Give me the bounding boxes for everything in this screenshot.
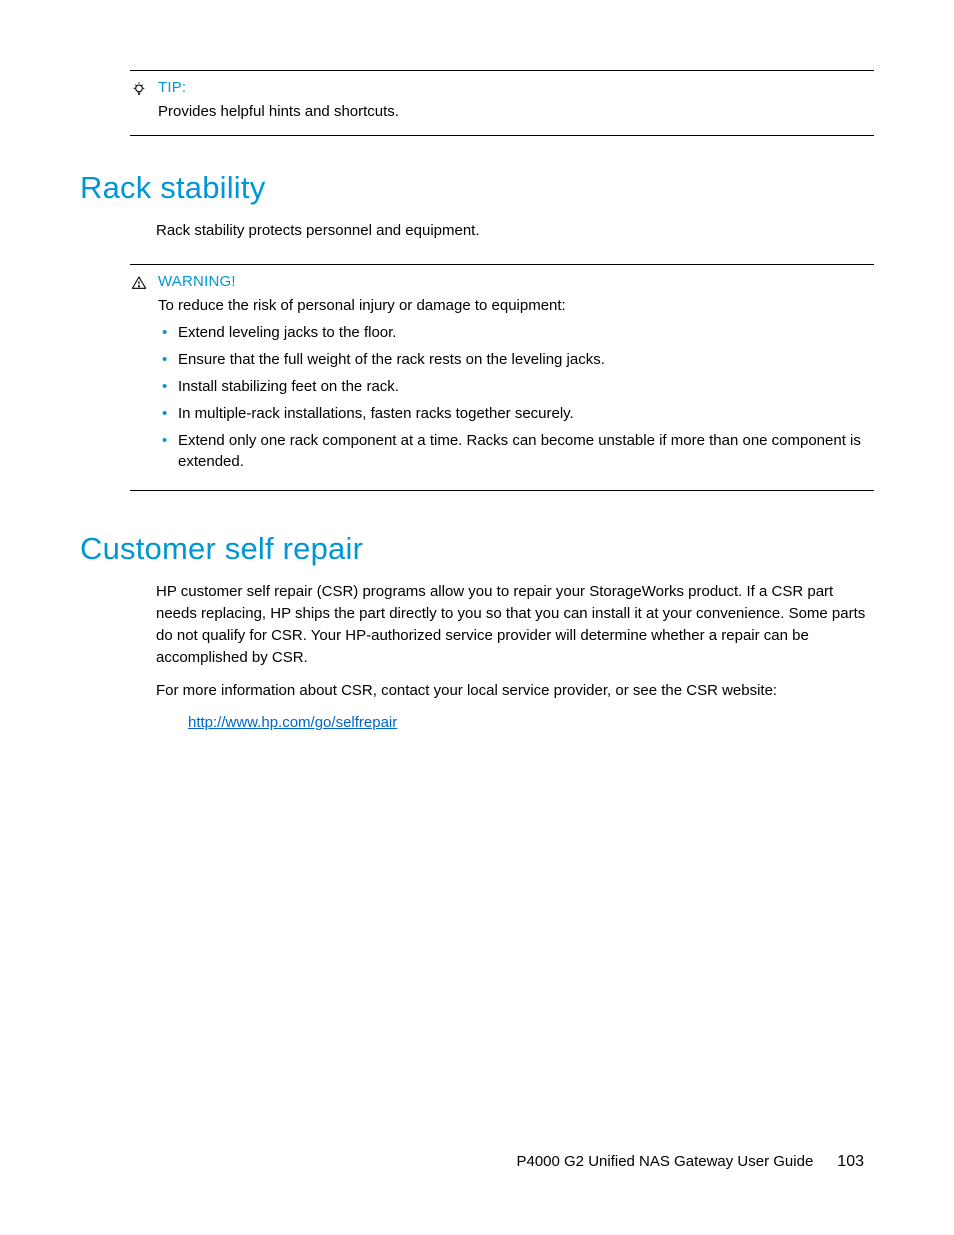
warning-triangle-icon (130, 273, 148, 291)
section-customer-self-repair: Customer self repair HP customer self re… (80, 531, 874, 732)
warning-label: WARNING! (158, 273, 236, 290)
heading-rack-stability: Rack stability (80, 170, 874, 206)
warning-header-row: WARNING! (130, 273, 874, 291)
csr-link-row: http://www.hp.com/go/selfrepair (188, 714, 874, 732)
footer-title: P4000 G2 Unified NAS Gateway User Guide (516, 1153, 813, 1170)
page-footer: P4000 G2 Unified NAS Gateway User Guide … (516, 1153, 864, 1171)
warning-list: Extend leveling jacks to the floor. Ensu… (158, 322, 874, 472)
list-item: Extend only one rack component at a time… (158, 430, 874, 472)
section-rack-stability: Rack stability Rack stability protects p… (80, 170, 874, 492)
csr-link[interactable]: http://www.hp.com/go/selfrepair (188, 714, 397, 731)
footer-page-number: 103 (837, 1153, 864, 1171)
document-page: TIP: Provides helpful hints and shortcut… (0, 0, 954, 1235)
warning-body: To reduce the risk of personal injury or… (158, 295, 874, 473)
lightbulb-icon (130, 79, 148, 97)
list-item: Extend leveling jacks to the floor. (158, 322, 874, 343)
warning-callout: WARNING! To reduce the risk of personal … (130, 264, 874, 492)
heading-customer-self-repair: Customer self repair (80, 531, 874, 567)
tip-label: TIP: (158, 79, 186, 96)
warning-lead: To reduce the risk of personal injury or… (158, 295, 874, 317)
csr-para-1: HP customer self repair (CSR) programs a… (156, 581, 874, 668)
list-item: Install stabilizing feet on the rack. (158, 376, 874, 397)
list-item: Ensure that the full weight of the rack … (158, 349, 874, 370)
tip-header-row: TIP: (130, 79, 874, 97)
list-item: In multiple-rack installations, fasten r… (158, 403, 874, 424)
tip-body: Provides helpful hints and shortcuts. (158, 101, 874, 123)
tip-callout: TIP: Provides helpful hints and shortcut… (130, 70, 874, 136)
rack-stability-intro: Rack stability protects personnel and eq… (156, 220, 874, 242)
csr-para-2: For more information about CSR, contact … (156, 680, 874, 702)
